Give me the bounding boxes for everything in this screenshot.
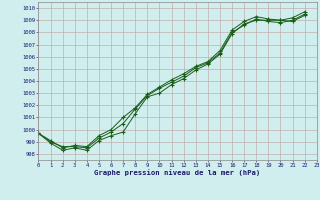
X-axis label: Graphe pression niveau de la mer (hPa): Graphe pression niveau de la mer (hPa) [94,170,261,176]
